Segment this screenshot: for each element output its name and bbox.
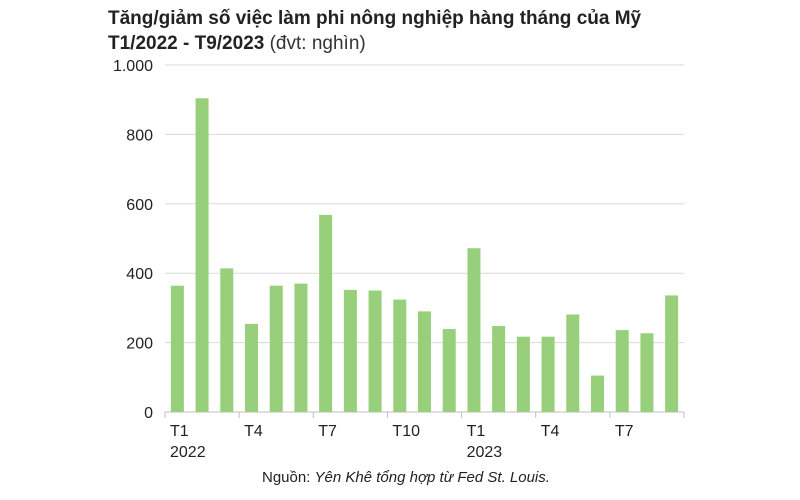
chart-title-line1: Tăng/giảm số việc làm phi nông nghiệp hà… [108,8,642,29]
chart-title-line2: T1/2022 - T9/2023 [108,33,265,54]
source-prefix: Nguồn: [262,469,315,486]
x-tick-label: T1 [467,423,486,440]
chart-title: Tăng/giảm số việc làm phi nông nghiệp hà… [108,6,788,56]
x-tick-label: T4 [541,423,560,440]
x-year-label: 2023 [467,444,503,461]
bar [640,333,654,412]
y-tick-label: 600 [126,197,153,214]
bar [368,290,382,412]
x-tick-label: T4 [244,423,263,440]
source-text: Yên Khê tổng hợp từ Fed St. Louis. [314,469,550,486]
chart-unit: (đvt: nghìn) [269,33,366,54]
y-tick-label: 800 [126,127,153,144]
bar [319,214,333,412]
bar [541,336,555,412]
bar [170,285,184,412]
source-note: Nguồn: Yên Khê tổng hợp từ Fed St. Louis… [262,469,550,486]
bar [492,325,506,412]
bar [516,336,530,412]
bar [566,314,580,412]
bar [442,329,456,412]
bar [393,299,407,412]
y-tick-label: 400 [126,266,153,283]
bar [467,248,481,412]
bar [665,295,679,412]
x-tick-label: T1 [170,423,189,440]
bar [195,98,209,412]
x-year-label: 2022 [170,444,206,461]
x-tick-label: T7 [615,423,634,440]
bar [269,285,283,412]
bar [615,330,629,412]
y-tick-label: 1.000 [113,58,153,75]
x-tick-label: T7 [318,423,337,440]
bar [220,268,234,412]
bar [245,323,258,412]
bar [343,289,357,412]
bar [418,311,431,412]
y-tick-label: 0 [144,405,153,422]
bar [294,283,308,412]
y-tick-label: 200 [126,336,153,353]
bar [591,375,604,412]
x-tick-label: T10 [392,423,420,440]
